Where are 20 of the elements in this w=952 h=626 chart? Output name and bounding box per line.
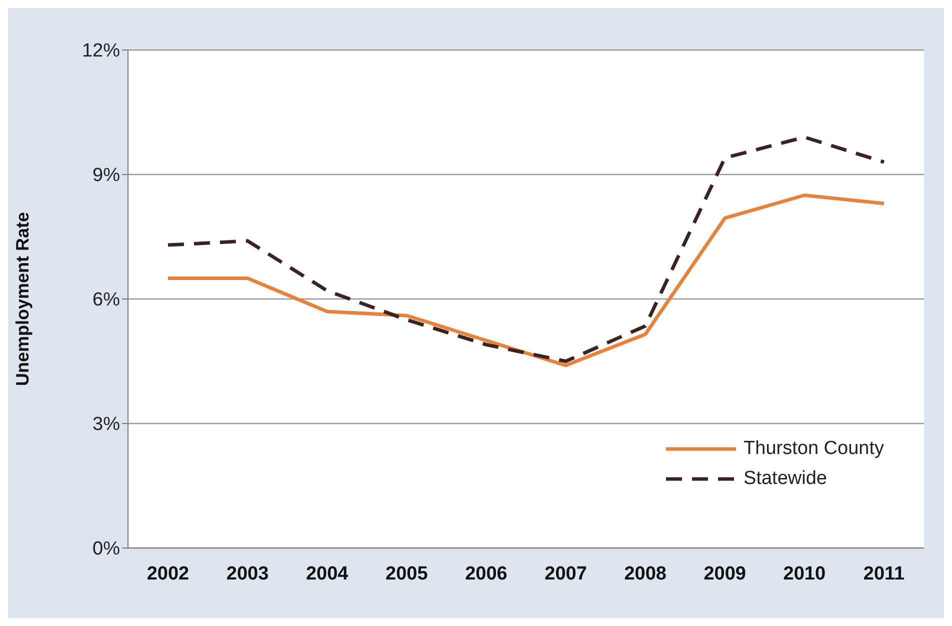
x-tick-label: 2002: [146, 563, 190, 584]
line-series: [166, 135, 886, 363]
y-tick-label: 12%: [82, 40, 120, 62]
legend-label: Thurston County: [744, 438, 884, 460]
x-tick-label: 2005: [386, 563, 428, 584]
legend-label: Statewide: [744, 468, 827, 490]
y-tick-label: 0%: [92, 538, 120, 560]
x-tick-label: 2003: [226, 563, 269, 584]
x-tick-label: 2004: [306, 563, 349, 584]
y-tick-label: 6%: [92, 290, 120, 311]
x-tick-label: 2007: [544, 563, 587, 584]
y-tick-label: 9%: [92, 165, 120, 186]
x-tick-label: 2008: [624, 563, 666, 584]
x-tick-label: 2010: [783, 563, 826, 584]
y-axis-title: Unemployment Rate: [12, 212, 32, 386]
y-tick-label: 3%: [92, 414, 120, 436]
line-series: [166, 194, 886, 368]
x-tick-label: 2006: [465, 563, 508, 584]
x-tick-label: 2011: [863, 563, 906, 584]
x-tick-label: 2009: [704, 563, 746, 584]
